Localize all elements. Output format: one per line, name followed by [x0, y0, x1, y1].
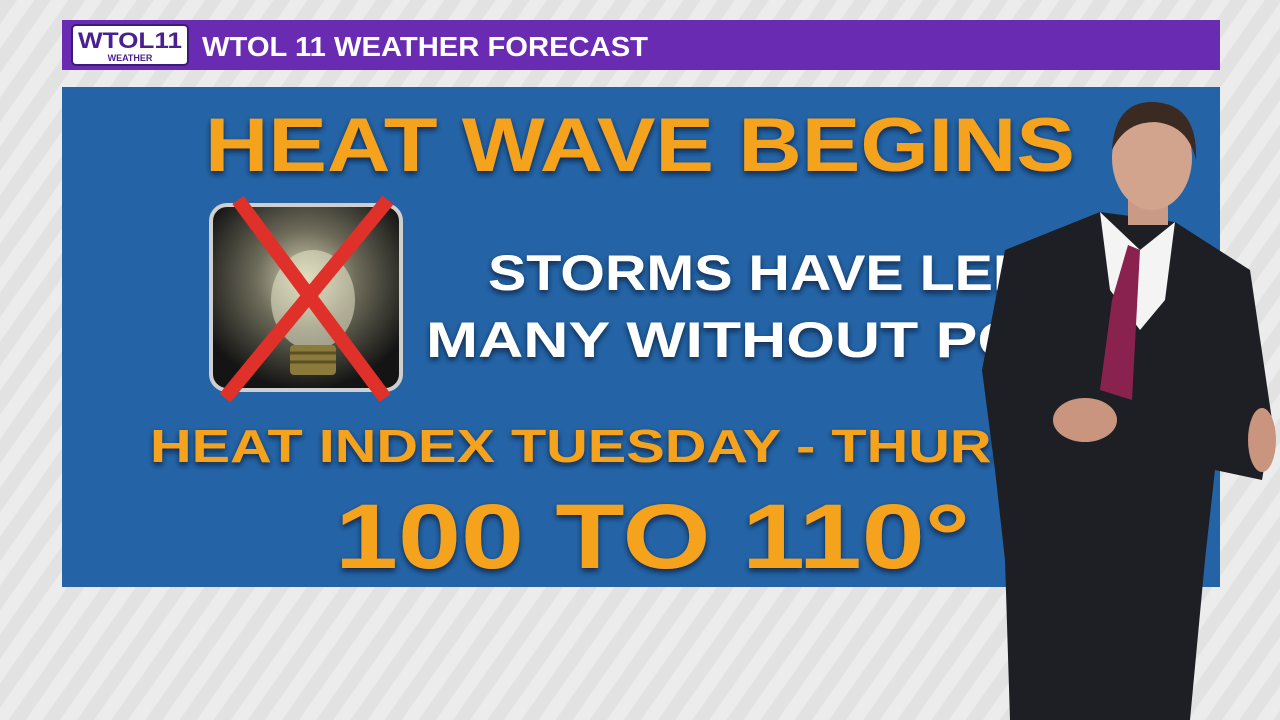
presenter — [982, 101, 1276, 720]
header-title: WTOL 11 WEATHER FORECAST — [202, 31, 648, 62]
info-line: STORMS HAVE LEF — [488, 245, 1028, 301]
logo: WTOL11 — [78, 28, 182, 53]
power-out-icon — [209, 195, 403, 403]
logo-box — [71, 24, 189, 66]
info-line: MANY WITHOUT PO — [426, 312, 1026, 368]
header-bar — [62, 20, 1220, 70]
headline: HEAT WAVE BEGINS — [205, 103, 1075, 188]
heat-index-label: HEAT INDEX TUESDAY - THURS — [150, 420, 1030, 472]
heat-index-range: 100 TO 110° — [335, 486, 970, 588]
logo-sub: WEATHER — [108, 53, 153, 63]
